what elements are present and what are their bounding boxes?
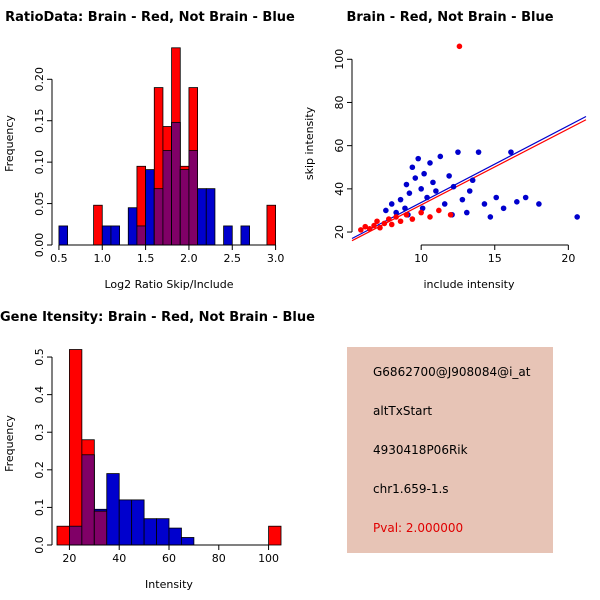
svg-text:0.5: 0.5	[33, 348, 46, 366]
gene-intensity-histogram-panel: Gene Itensity: Brain - Red, Not Brain - …	[0, 300, 315, 600]
svg-text:100: 100	[333, 49, 346, 70]
svg-text:0.10: 0.10	[33, 150, 46, 175]
intensity-scatter-panel: Brain - Red, Not Brain - Blue 10 15 20 20 40…	[300, 0, 600, 300]
ratio-histogram-chart: 0.5 1.0 1.5 2.0 2.5 3.0 0.00 0.05 0.10 0.15 0.20 Lo…	[3, 47, 285, 291]
svg-text:0.00: 0.00	[33, 233, 46, 258]
probe-id-text: G6862700@J908084@i_at	[373, 365, 531, 379]
svg-text:80: 80	[333, 95, 346, 109]
svg-text:100: 100	[258, 552, 279, 565]
gene-symbol-text: 4930418P06Rik	[373, 443, 468, 457]
svg-text:0.05: 0.05	[33, 191, 46, 216]
intensity-scatter-chart: 10 15 20 20 40 60 80 100 include intensity skip i…	[303, 43, 587, 291]
svg-text:Log2 Ratio Skip/Include: Log2 Ratio Skip/Include	[104, 278, 233, 291]
svg-text:1.5: 1.5	[137, 252, 155, 265]
ratio-histogram-title: RatioData: Brain - Red, Not Brain - Blue	[5, 10, 295, 25]
svg-text:Frequency: Frequency	[3, 415, 16, 472]
svg-text:2.5: 2.5	[224, 252, 242, 265]
svg-text:80: 80	[212, 552, 226, 565]
svg-text:60: 60	[162, 552, 176, 565]
svg-text:0.20: 0.20	[33, 67, 46, 92]
svg-text:15: 15	[488, 252, 502, 265]
svg-text:40: 40	[333, 182, 346, 196]
svg-text:skip intensity: skip intensity	[303, 106, 316, 180]
svg-text:10: 10	[414, 252, 428, 265]
svg-text:40: 40	[112, 552, 126, 565]
svg-text:0.0: 0.0	[33, 536, 46, 554]
info-panel: G6862700@J908084@i_at altTxStart 4930418…	[300, 300, 600, 600]
gene-intensity-histogram-title: Gene Itensity: Brain - Red, Not Brain - …	[0, 310, 315, 325]
svg-text:include intensity: include intensity	[423, 278, 515, 291]
location-text: chr1.659-1.s	[373, 482, 449, 496]
svg-text:2.0: 2.0	[180, 252, 198, 265]
intensity-scatter-title: Brain - Red, Not Brain - Blue	[346, 10, 554, 25]
svg-text:0.15: 0.15	[33, 108, 46, 133]
ratio-histogram-panel: RatioData: Brain - Red, Not Brain - Blue…	[0, 0, 300, 300]
info-box: G6862700@J908084@i_at altTxStart 4930418…	[347, 347, 553, 553]
event-type-text: altTxStart	[373, 404, 433, 418]
gene-intensity-histogram-chart: 20 40 60 80 100 0.0 0.1 0.2 0.3 0.4 0.5 Intensity Fr…	[3, 348, 282, 591]
pval-text: Pval: 2.000000	[373, 521, 464, 535]
svg-text:20: 20	[561, 252, 575, 265]
svg-text:Intensity: Intensity	[145, 578, 193, 591]
svg-text:0.3: 0.3	[33, 423, 46, 441]
svg-text:60: 60	[333, 139, 346, 153]
svg-text:0.1: 0.1	[33, 499, 46, 517]
svg-text:0.2: 0.2	[33, 461, 46, 479]
svg-text:0.5: 0.5	[50, 252, 68, 265]
svg-text:20: 20	[62, 552, 76, 565]
svg-text:20: 20	[333, 225, 346, 239]
svg-text:3.0: 3.0	[267, 252, 285, 265]
svg-text:0.4: 0.4	[33, 386, 46, 404]
svg-text:Frequency: Frequency	[3, 115, 16, 172]
svg-text:1.0: 1.0	[94, 252, 112, 265]
